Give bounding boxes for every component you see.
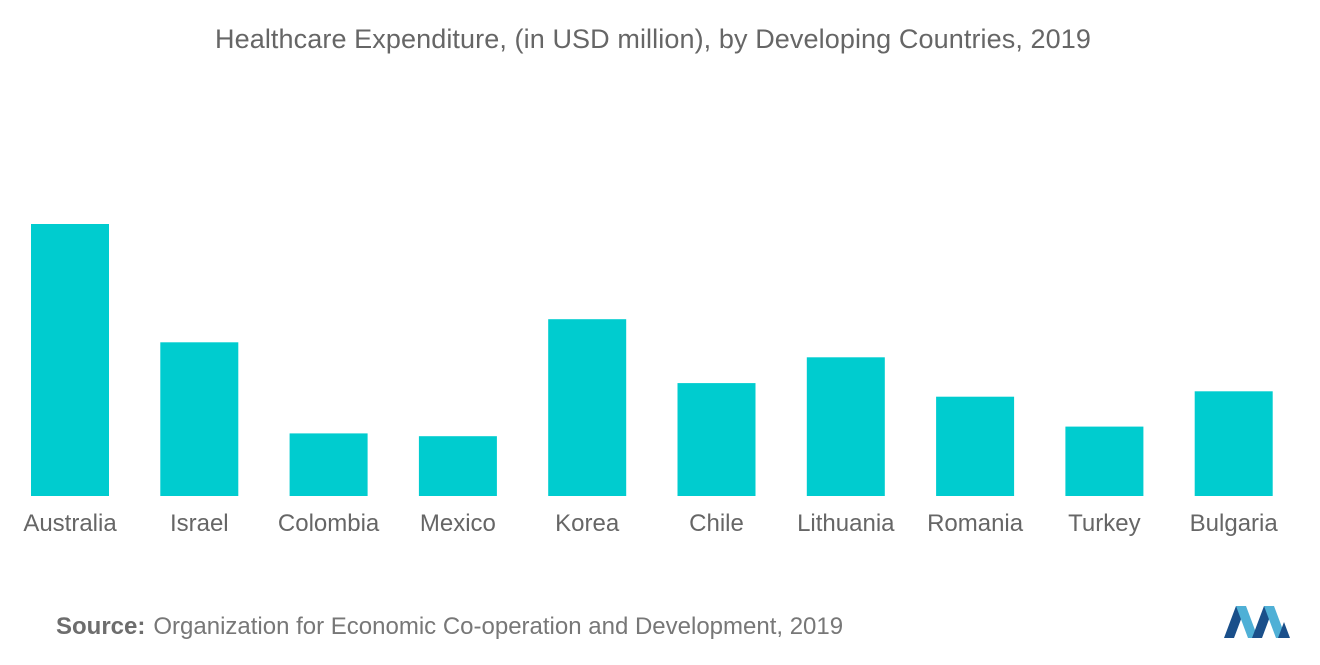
bar-korea <box>548 319 627 496</box>
x-tick-label: Australia <box>23 510 117 537</box>
source-text: Organization for Economic Co-operation a… <box>153 613 844 640</box>
x-tick-label: Turkey <box>1068 510 1140 537</box>
x-tick-label: Bulgaria <box>1190 510 1279 537</box>
x-tick-label: Mexico <box>420 510 496 537</box>
bar-mexico <box>418 436 497 496</box>
x-tick-label: Colombia <box>278 510 380 537</box>
company-logo-icon <box>1224 606 1290 638</box>
bar-lithuania <box>806 357 885 496</box>
bar-chile <box>677 383 756 496</box>
source-label: Source: <box>56 613 146 640</box>
x-tick-label: Chile <box>689 510 744 537</box>
x-tick-label: Romania <box>927 510 1024 537</box>
bar-chart: Australia Israel Colombia Mexico Korea Chile L… <box>23 224 1279 537</box>
bar-israel <box>160 342 239 496</box>
bar-colombia <box>289 433 368 496</box>
x-tick-label: Lithuania <box>797 510 895 537</box>
x-tick-label: Israel <box>170 510 229 537</box>
bar-bulgaria <box>1194 391 1273 496</box>
bar-romania <box>936 396 1015 496</box>
x-tick-label: Korea <box>555 510 620 537</box>
chart-title: Healthcare Expenditure, (in USD million)… <box>214 24 1092 54</box>
source-line: Source: Organization for Economic Co-oper… <box>56 613 843 641</box>
bar-australia <box>31 224 109 496</box>
bar-turkey <box>1065 426 1144 496</box>
